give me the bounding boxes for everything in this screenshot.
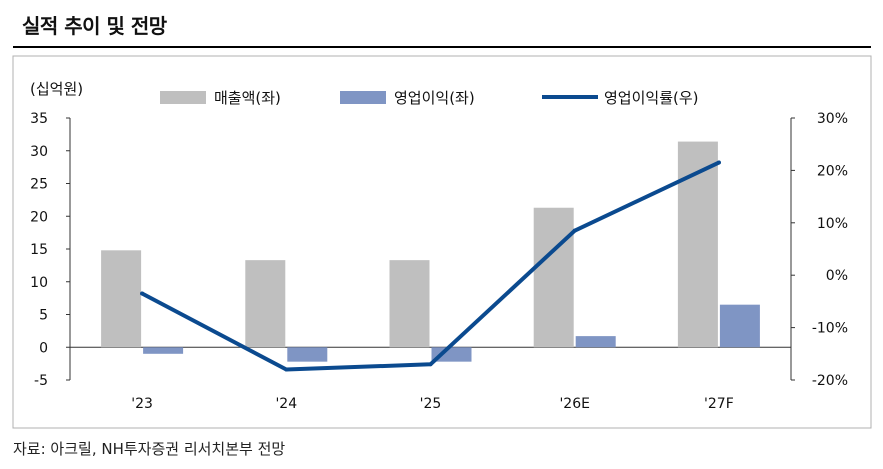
operating-profit-bar bbox=[575, 336, 616, 348]
operating-profit-bar bbox=[287, 347, 328, 362]
left-tick-label: 0 bbox=[39, 340, 48, 356]
operating-margin-point bbox=[140, 291, 145, 296]
left-tick-label: 5 bbox=[39, 308, 48, 324]
chart-frame bbox=[12, 55, 872, 429]
left-tick-label: 20 bbox=[30, 209, 48, 225]
operating-profit-bar bbox=[719, 304, 760, 348]
legend-swatch bbox=[340, 91, 386, 104]
revenue-bar bbox=[677, 141, 718, 348]
right-tick-label: -10% bbox=[812, 321, 848, 337]
x-tick-label: '26E bbox=[559, 396, 590, 412]
operating-margin-line bbox=[140, 160, 721, 372]
source-note: 자료: 아크릴, NH투자증권 리서치본부 전망 bbox=[13, 440, 286, 458]
bars bbox=[101, 141, 760, 362]
revenue-bar bbox=[533, 207, 574, 348]
title-rule bbox=[13, 46, 871, 48]
legend: 매출액(좌) 영업이익(좌) 영업이익률(우) bbox=[160, 89, 699, 107]
legend-label: 영업이익(좌) bbox=[394, 89, 475, 107]
legend-label: 매출액(좌) bbox=[214, 89, 281, 107]
x-tick-label: '25 bbox=[420, 396, 442, 412]
left-tick-label: 35 bbox=[30, 111, 48, 127]
x-tick-label: '27F bbox=[704, 396, 734, 412]
axes: 35 30 25 20 15 10 5 0 -5 30% 20% 10% 0% -10% -20% bbox=[30, 111, 848, 389]
operating-margin-point bbox=[428, 362, 433, 367]
x-tick-label: '23 bbox=[131, 396, 153, 412]
right-tick-label: 10% bbox=[817, 216, 848, 232]
operating-margin-point bbox=[716, 160, 721, 165]
right-tick-label: 20% bbox=[817, 163, 848, 179]
revenue-bar bbox=[245, 260, 286, 348]
right-tick-label: 0% bbox=[826, 268, 848, 284]
chart-title: 실적 추이 및 전망 bbox=[22, 14, 167, 38]
left-tick-label: -5 bbox=[34, 373, 48, 389]
left-tick-label: 30 bbox=[30, 144, 48, 160]
revenue-bar bbox=[101, 250, 142, 348]
x-axis-labels: '23 '24 '25 '26E '27F bbox=[131, 396, 733, 412]
left-tick-label: 25 bbox=[30, 177, 48, 193]
legend-swatch bbox=[160, 91, 206, 104]
x-tick-label: '24 bbox=[275, 396, 297, 412]
right-tick-label: 30% bbox=[817, 111, 848, 127]
legend-label: 영업이익률(우) bbox=[604, 89, 699, 107]
operating-profit-bar bbox=[431, 347, 472, 362]
left-tick-label: 10 bbox=[30, 275, 48, 291]
operating-margin-point bbox=[284, 367, 289, 372]
revenue-bar bbox=[389, 260, 430, 348]
left-tick-label: 15 bbox=[30, 242, 48, 258]
line-series bbox=[140, 160, 721, 372]
operating-profit-bar bbox=[143, 347, 184, 354]
operating-margin-point bbox=[572, 228, 577, 233]
unit-label: (십억원) bbox=[30, 80, 83, 98]
right-tick-label: -20% bbox=[812, 373, 848, 389]
